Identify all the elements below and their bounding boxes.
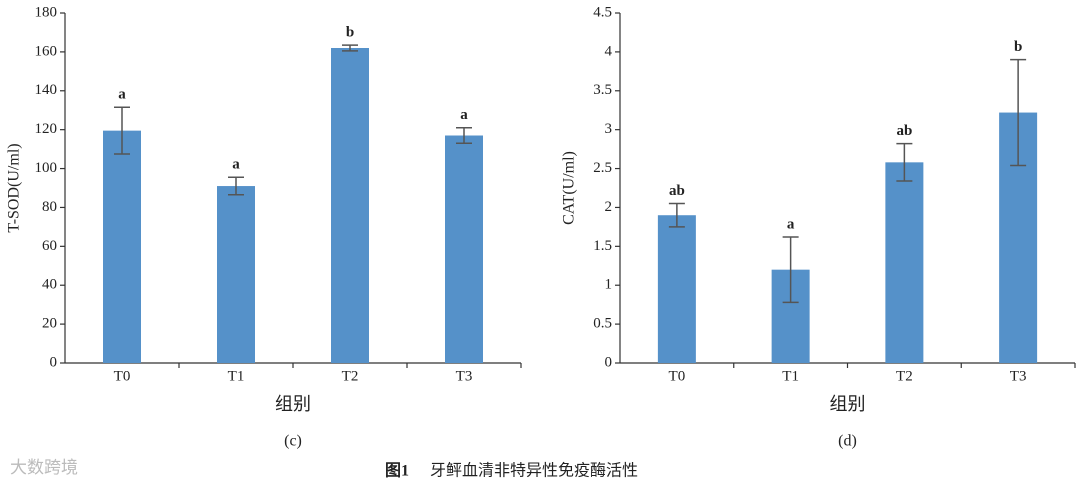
x-tick-label: T3 bbox=[1010, 368, 1027, 384]
x-tick-label: T0 bbox=[669, 368, 686, 384]
y-tick-label: 100 bbox=[35, 160, 58, 176]
significance-label: ab bbox=[896, 123, 912, 139]
bar bbox=[331, 48, 369, 363]
significance-label: a bbox=[460, 107, 468, 123]
x-axis-label: 组别 bbox=[830, 394, 866, 414]
error-bar bbox=[896, 142, 913, 182]
x-tick-label: T1 bbox=[782, 368, 799, 384]
y-tick-label: 3.5 bbox=[593, 82, 612, 98]
x-tick-label: T2 bbox=[896, 368, 913, 384]
error-bar bbox=[782, 236, 799, 304]
watermark: 大数跨境 bbox=[10, 458, 78, 478]
significance-label: ab bbox=[669, 183, 685, 199]
y-tick-label: 120 bbox=[35, 121, 58, 137]
x-tick-label: T3 bbox=[456, 368, 473, 384]
significance-label: b bbox=[1014, 39, 1022, 55]
y-tick-label: 1.5 bbox=[593, 238, 612, 254]
x-axis-label: 组别 bbox=[275, 394, 311, 414]
significance-label: a bbox=[232, 157, 240, 173]
y-tick-label: 20 bbox=[42, 316, 57, 332]
significance-label: a bbox=[118, 87, 126, 103]
y-tick-label: 160 bbox=[35, 43, 58, 59]
y-tick-label: 140 bbox=[35, 82, 58, 98]
y-tick-label: 3 bbox=[605, 121, 613, 137]
error-bar bbox=[114, 106, 130, 155]
bar bbox=[445, 135, 483, 363]
y-tick-label: 1 bbox=[605, 277, 613, 293]
y-axis-label: CAT(U/ml) bbox=[561, 151, 578, 225]
x-tick-label: T2 bbox=[342, 368, 359, 384]
y-tick-label: 40 bbox=[42, 277, 57, 293]
x-tick-label: T0 bbox=[114, 368, 131, 384]
y-tick-label: 2 bbox=[605, 199, 613, 215]
bar bbox=[217, 186, 255, 363]
bar bbox=[885, 162, 924, 363]
x-tick-label: T1 bbox=[228, 368, 245, 384]
error-bar bbox=[342, 44, 358, 52]
y-tick-label: 2.5 bbox=[593, 160, 612, 176]
y-tick-label: 0.5 bbox=[593, 316, 612, 332]
caption-number: 图1 bbox=[385, 462, 409, 480]
y-axis-label: T-SOD(U/ml) bbox=[6, 143, 23, 232]
error-bar bbox=[668, 202, 685, 228]
significance-label: b bbox=[346, 25, 354, 41]
y-tick-label: 0 bbox=[605, 354, 613, 370]
significance-label: a bbox=[787, 216, 795, 232]
y-tick-label: 0 bbox=[50, 354, 58, 370]
error-bar bbox=[456, 126, 472, 145]
y-tick-label: 4 bbox=[605, 43, 613, 59]
y-tick-label: 80 bbox=[42, 199, 57, 215]
y-tick-label: 4.5 bbox=[593, 4, 612, 20]
error-bar bbox=[1010, 58, 1027, 167]
caption-text: 牙鲆血清非特异性免疫酶活性 bbox=[430, 462, 638, 480]
error-bar bbox=[228, 176, 244, 196]
bar bbox=[103, 130, 141, 363]
panel-label: (c) bbox=[284, 433, 302, 450]
panel-label: (d) bbox=[838, 433, 857, 450]
bar bbox=[657, 215, 696, 363]
y-tick-label: 60 bbox=[42, 238, 57, 254]
y-tick-label: 180 bbox=[35, 4, 58, 20]
